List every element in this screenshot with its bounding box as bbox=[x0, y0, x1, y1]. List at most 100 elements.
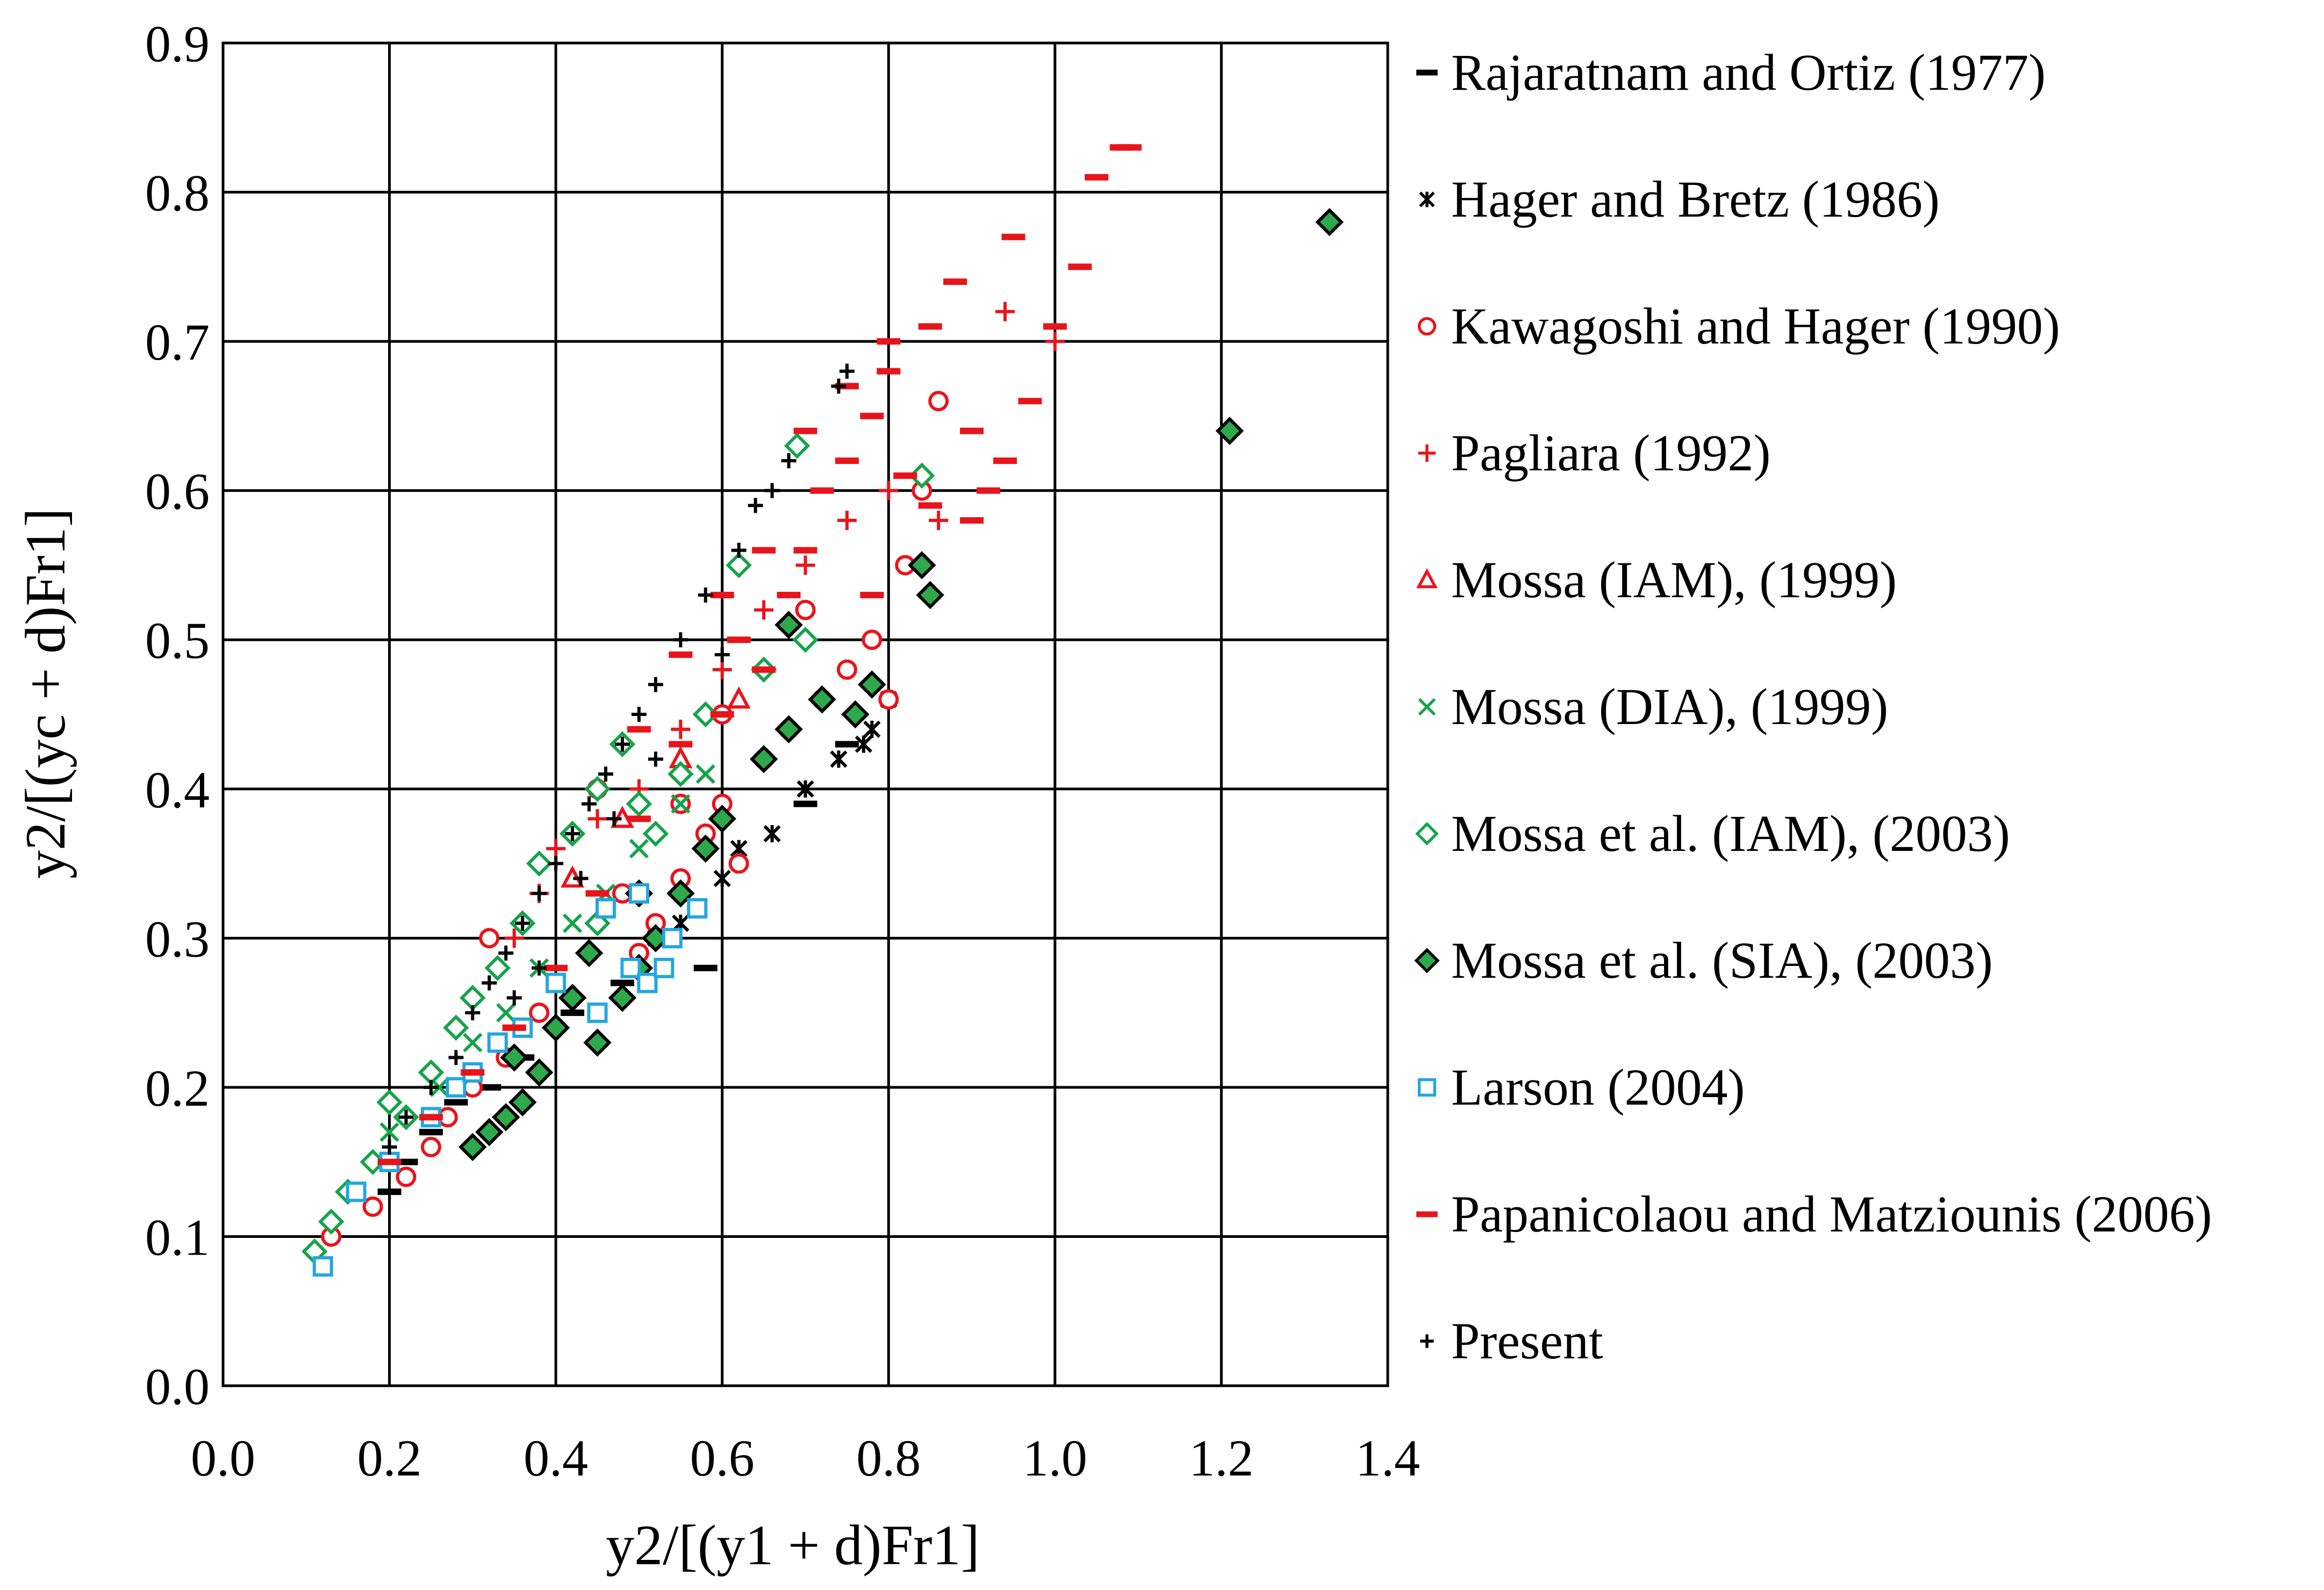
data-point bbox=[837, 511, 857, 531]
data-point bbox=[777, 591, 801, 598]
data-point bbox=[860, 412, 884, 419]
data-point bbox=[878, 689, 899, 710]
data-point bbox=[377, 1158, 401, 1165]
data-point bbox=[710, 591, 734, 598]
data-point bbox=[654, 957, 675, 978]
data-point bbox=[610, 979, 634, 986]
data-point bbox=[498, 946, 514, 961]
data-point bbox=[916, 581, 944, 610]
y-tick-label: 0.1 bbox=[145, 1208, 210, 1266]
data-point bbox=[727, 636, 751, 643]
data-point bbox=[698, 587, 713, 603]
y-tick-label: 0.3 bbox=[145, 910, 210, 968]
data-point bbox=[835, 741, 859, 748]
series-points bbox=[377, 144, 1142, 1165]
data-point bbox=[583, 1028, 612, 1057]
series-points bbox=[504, 302, 1065, 948]
legend-item: Mossa (IAM), (1999) bbox=[1416, 551, 1897, 608]
x-tick-label: 0.4 bbox=[523, 1429, 588, 1487]
data-point bbox=[1416, 69, 1438, 76]
data-point bbox=[628, 883, 649, 904]
data-point bbox=[312, 1256, 333, 1277]
data-point bbox=[587, 1002, 608, 1023]
data-point bbox=[713, 870, 731, 887]
data-point bbox=[1420, 1334, 1434, 1348]
data-point bbox=[752, 666, 776, 673]
series-points bbox=[382, 363, 855, 1155]
data-point bbox=[728, 853, 749, 874]
data-point bbox=[666, 879, 695, 908]
data-point bbox=[893, 472, 917, 479]
data-point bbox=[584, 910, 611, 936]
data-point bbox=[585, 890, 609, 897]
legend-item: Pagliara (1992) bbox=[1418, 424, 1770, 482]
data-point bbox=[774, 715, 803, 744]
data-point bbox=[928, 391, 949, 412]
data-point bbox=[793, 547, 817, 554]
data-point bbox=[598, 767, 614, 782]
data-point bbox=[1417, 317, 1437, 336]
data-point bbox=[396, 1166, 417, 1187]
data-point bbox=[793, 427, 817, 434]
data-point bbox=[502, 1024, 526, 1031]
data-point bbox=[482, 975, 497, 991]
data-point bbox=[943, 278, 967, 285]
data-point bbox=[561, 1009, 585, 1016]
data-point bbox=[484, 955, 511, 982]
data-point bbox=[1315, 207, 1344, 237]
data-point bbox=[1415, 822, 1439, 846]
data-point bbox=[708, 805, 736, 833]
data-point bbox=[318, 1208, 345, 1235]
data-point bbox=[669, 651, 693, 658]
legend-label: Larson (2004) bbox=[1451, 1058, 1745, 1116]
data-point bbox=[731, 542, 747, 558]
data-point bbox=[596, 898, 616, 919]
y-tick-label: 0.2 bbox=[145, 1059, 210, 1117]
data-point bbox=[496, 1002, 516, 1023]
data-point bbox=[1068, 263, 1092, 270]
data-point bbox=[398, 1109, 414, 1125]
data-point bbox=[529, 1002, 550, 1023]
data-point bbox=[671, 719, 691, 739]
legend-item: Papanicolaou and Matziounis (2006) bbox=[1416, 1185, 2212, 1243]
data-point bbox=[548, 856, 564, 871]
data-point bbox=[908, 462, 935, 489]
y-axis-ticks: 0.0 0.1 0.2 0.3 0.4 0.5 0.6 0.7 0.8 0.9 bbox=[145, 15, 210, 1415]
data-point bbox=[695, 764, 715, 784]
data-point bbox=[508, 1088, 537, 1116]
x-tick-label: 0.6 bbox=[690, 1429, 755, 1487]
data-point bbox=[691, 834, 720, 863]
legend-label: Papanicolaou and Matziounis (2006) bbox=[1451, 1185, 2212, 1243]
data-point bbox=[977, 487, 1001, 494]
data-point bbox=[382, 1139, 397, 1155]
data-point bbox=[1419, 191, 1435, 207]
data-point bbox=[532, 960, 547, 976]
data-point bbox=[1043, 323, 1067, 330]
data-point bbox=[419, 1114, 443, 1121]
legend-label: Present bbox=[1451, 1312, 1603, 1370]
legend-label: Pagliara (1992) bbox=[1451, 424, 1770, 482]
data-point bbox=[532, 886, 547, 901]
x-tick-label: 0.8 bbox=[856, 1429, 921, 1487]
data-point bbox=[346, 1181, 367, 1202]
data-point bbox=[795, 599, 816, 620]
y-tick-label: 0.4 bbox=[145, 761, 210, 819]
data-point bbox=[479, 928, 500, 949]
data-point bbox=[1417, 1078, 1437, 1097]
data-point bbox=[858, 670, 886, 699]
data-point bbox=[475, 1118, 504, 1147]
data-point bbox=[606, 811, 622, 827]
data-point bbox=[1001, 233, 1025, 240]
data-point bbox=[423, 1079, 439, 1095]
data-point bbox=[860, 591, 884, 598]
data-point bbox=[693, 964, 718, 971]
data-point bbox=[565, 826, 580, 842]
data-point bbox=[727, 686, 751, 709]
data-point bbox=[620, 957, 641, 978]
x-tick-label: 1.4 bbox=[1355, 1429, 1420, 1487]
data-point bbox=[379, 1122, 399, 1142]
data-point bbox=[763, 825, 781, 843]
y-axis-title: y2/[(yc + d)Fr1] bbox=[14, 508, 77, 879]
data-point bbox=[907, 551, 936, 579]
series-points bbox=[377, 741, 859, 1195]
